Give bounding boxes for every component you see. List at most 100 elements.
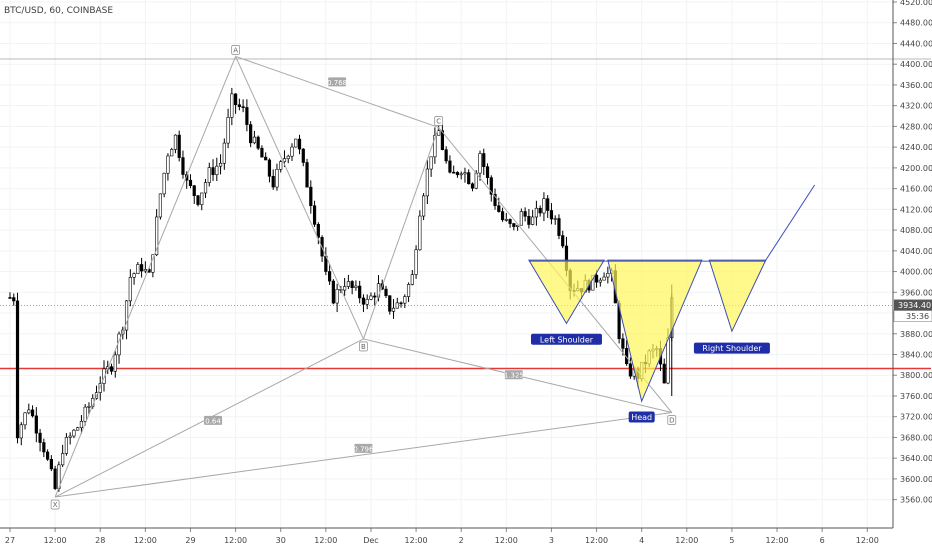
candle-body-up [429,156,433,170]
candle-body-up [410,274,414,285]
pattern-label: Head [628,411,655,423]
pattern-label-box [693,342,770,354]
candle-body-down [497,205,501,212]
candle [598,277,602,287]
candle [335,283,339,313]
candle [406,282,411,303]
candle-body-up [207,167,211,183]
candle [222,138,226,170]
candle [200,192,204,211]
candle [606,266,610,284]
candle [249,121,253,148]
pattern-label-text: Left Shoulder [540,335,594,344]
candle-body-down [34,415,38,434]
candle [158,193,163,220]
candle-body-up [542,198,546,214]
candle [53,465,57,491]
candle [459,171,463,180]
candle-body-up [474,172,478,189]
candle [358,280,362,304]
price-tick-label: 4160.00 [900,185,932,194]
price-tick-label: 3760.00 [900,392,932,401]
candle [485,163,490,185]
harmonic-point-c: C [434,116,444,126]
harmonic-ratio: 0.64 [204,415,223,425]
candle-body-up [68,435,72,438]
candle [542,192,546,222]
candle [241,99,245,113]
candle [42,438,46,458]
time-tick-label: 12:00 [44,536,67,545]
candle-body-down [373,295,377,298]
countdown-badge: 35:36 [893,310,932,322]
candle-body-up [170,149,174,157]
candle [203,178,208,199]
ratio-label: 0.768 [327,79,347,87]
candle [38,428,42,452]
time-tick-label: 28 [95,536,105,545]
candle-body-up [294,138,298,148]
harmonic-point-b: B [359,341,368,352]
candle-body-up [463,172,467,175]
time-tick-label: 30 [276,536,286,545]
time-tick-label: 2 [459,536,464,545]
candle-body-down [49,459,53,470]
countdown-text: 35:36 [906,312,929,321]
harmonic-point-a: A [231,45,241,55]
candle [343,277,347,296]
price-tick-label: 4120.00 [900,205,932,214]
harmonic-leg-ab [235,56,364,340]
price-tick-label: 4280.00 [900,122,932,131]
candle [418,210,422,251]
time-tick-label: 4 [639,536,644,545]
candle [79,414,84,434]
candle [395,297,399,309]
candle-body-up [200,192,204,205]
candle [497,197,501,213]
price-tick-label: 3720.00 [900,413,932,422]
point-box [231,45,241,55]
candle-body-up [437,130,441,136]
last-price-badge: 3934.40 [894,299,932,311]
point-box [359,341,368,352]
candle-body-up [504,219,508,221]
candle [128,269,132,307]
harmonic-ratio: 0.768 [327,77,347,87]
right-shoulder-triangle [708,259,767,333]
candle-body-up [606,272,610,278]
candle [478,150,482,181]
pattern-label-text: Right Shoulder [702,344,762,353]
candle-body-up [143,269,147,272]
candle [621,333,625,356]
candle-body-down [42,442,46,453]
candle [448,155,452,174]
candle-body-up [252,136,257,144]
candle-body-up [226,117,230,144]
candle-body-up [459,173,463,176]
candle-body-down [455,172,460,176]
price-tick-label: 4480.00 [900,19,932,28]
harmonic-point-x: X [50,499,60,510]
candle [504,212,508,222]
candle [245,99,249,132]
price-tick-label: 4080.00 [900,226,932,235]
candle-body-up [128,277,132,302]
candle [275,163,279,191]
candle [500,207,505,222]
candle-body-up [275,168,279,188]
time-tick-label: 12:00 [405,536,428,545]
candle-body-up [519,211,523,226]
candle [27,403,31,415]
candle-body-down [267,159,272,177]
candle [143,261,147,274]
ratio-label: 1.325 [504,372,524,380]
candle [546,195,550,218]
candle-body-down [188,179,193,186]
candle [369,292,373,301]
harmonic-leg-xd [55,412,672,498]
candle [444,146,448,164]
price-tick-label: 3600.00 [900,475,932,484]
candle [373,292,377,306]
